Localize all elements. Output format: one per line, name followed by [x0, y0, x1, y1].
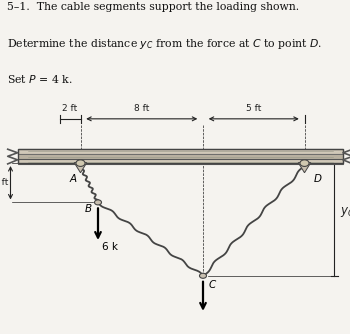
Text: 8 ft: 8 ft — [134, 104, 149, 113]
Text: A: A — [69, 174, 76, 184]
Text: 2 ft: 2 ft — [62, 104, 78, 113]
Text: Set $P$ = 4 k.: Set $P$ = 4 k. — [7, 73, 73, 85]
Text: 3 ft: 3 ft — [0, 178, 9, 187]
Text: 5 ft: 5 ft — [246, 104, 261, 113]
Text: Determine the distance $y_C$ from the force at $C$ to point $D$.: Determine the distance $y_C$ from the fo… — [7, 37, 322, 51]
Circle shape — [94, 200, 101, 205]
Text: B: B — [85, 204, 92, 214]
Bar — [18, 149, 343, 163]
Text: C: C — [208, 280, 216, 290]
Circle shape — [76, 160, 85, 166]
Circle shape — [300, 160, 309, 166]
Polygon shape — [74, 163, 87, 173]
Text: $y_C$: $y_C$ — [340, 205, 350, 219]
Text: 6 k: 6 k — [102, 241, 118, 252]
Bar — [18, 149, 343, 154]
Circle shape — [199, 273, 206, 278]
Bar — [18, 159, 343, 164]
Text: 5–1.  The cable segments support the loading shown.: 5–1. The cable segments support the load… — [7, 2, 299, 12]
Bar — [18, 154, 343, 159]
Polygon shape — [298, 163, 311, 173]
Text: D: D — [313, 174, 321, 184]
